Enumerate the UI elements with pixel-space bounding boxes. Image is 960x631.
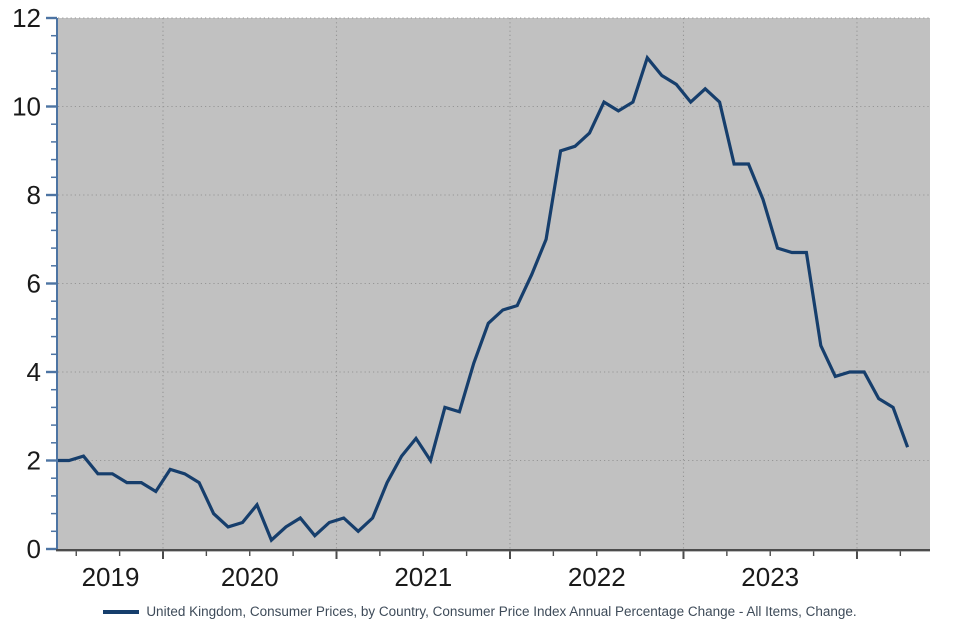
- y-tick-label: 12: [12, 3, 41, 33]
- y-tick-label: 8: [27, 180, 41, 210]
- x-year-label: 2020: [221, 562, 279, 592]
- x-year-label: 2021: [394, 562, 452, 592]
- y-tick-label: 4: [27, 357, 41, 387]
- legend-line-swatch: [103, 610, 140, 614]
- y-tick-label: 2: [27, 446, 41, 476]
- y-tick-label: 10: [12, 92, 41, 122]
- cpi-line: [58, 54, 910, 543]
- cpi-line-chart: 0 2 4 6 8 10 12 2019 2020 2021 2022 2023: [12, 3, 930, 592]
- legend: United Kingdom, Consumer Prices, by Coun…: [0, 601, 960, 623]
- y-tick-label: 6: [27, 269, 41, 299]
- y-tick-label: 0: [27, 534, 41, 564]
- x-year-label: 2022: [568, 562, 626, 592]
- legend-series-label: United Kingdom, Consumer Prices, by Coun…: [146, 603, 857, 619]
- x-year-label: 2023: [741, 562, 799, 592]
- x-year-label: 2019: [82, 562, 140, 592]
